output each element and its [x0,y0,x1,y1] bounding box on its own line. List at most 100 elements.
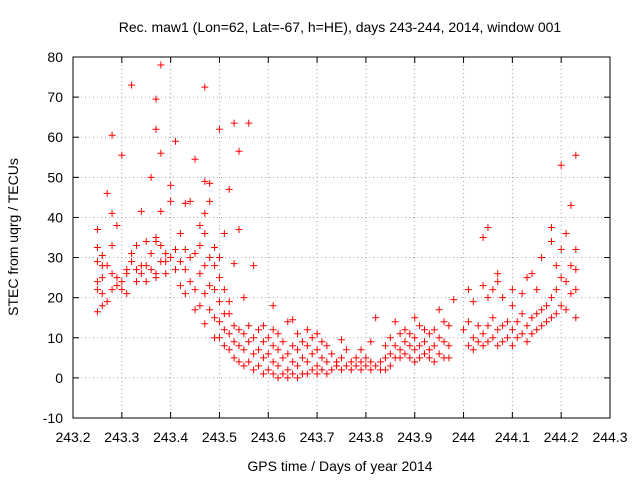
x-tick-label: 244.3 [592,429,627,445]
x-tick-label: 243.8 [348,429,383,445]
data-point [186,278,194,286]
data-point [176,282,184,290]
data-point [313,346,321,354]
data-point [401,326,409,334]
data-point [543,302,551,310]
data-point [479,234,487,241]
data-point [552,310,560,318]
data-point [284,366,292,374]
data-point [157,149,165,157]
data-point [494,278,502,286]
data-point [338,336,345,344]
x-tick-label: 243.9 [397,429,432,445]
data-point [420,326,428,334]
data-point [464,318,472,326]
data-point [98,302,106,310]
data-point [250,334,258,342]
x-tick-label: 243.5 [202,429,237,445]
data-point [181,290,189,298]
data-point [274,362,282,370]
data-point [391,342,399,350]
x-tick-label: 243.3 [104,429,139,445]
data-point [523,322,531,330]
data-point [538,306,546,314]
data-point [259,370,267,378]
data-point [211,286,219,294]
data-point [215,334,223,342]
data-point [435,350,443,358]
x-tick-label: 244 [452,429,476,445]
data-point [220,229,228,237]
data-point [352,354,360,362]
data-point [186,197,194,205]
data-point [440,318,448,326]
data-point [269,370,277,378]
data-point [567,262,575,270]
data-point [484,223,492,231]
data-point [93,308,101,316]
data-point [269,342,277,350]
data-point [386,350,394,358]
data-point [162,250,170,258]
data-point [435,306,443,314]
data-point [206,254,214,262]
data-point [240,294,248,302]
data-point [152,234,160,241]
data-point [215,274,223,282]
data-point [137,207,145,215]
data-point [367,366,375,374]
data-point [430,326,438,334]
data-point [352,362,360,370]
data-point [557,274,565,282]
data-point [489,314,497,322]
y-tick-label: -10 [43,410,63,426]
data-point [289,342,297,350]
data-point [157,207,165,215]
data-point [250,262,258,270]
data-point [333,358,341,366]
data-point [411,334,419,342]
data-point [508,326,516,334]
data-point [484,322,492,330]
data-point [547,294,555,302]
data-point [362,354,370,362]
data-point [318,354,326,362]
data-point [167,254,175,262]
data-point [284,374,292,382]
data-point [147,173,155,181]
data-point [562,306,570,314]
data-point [464,342,472,350]
data-point [533,326,541,334]
data-point [479,342,487,350]
data-point [557,302,565,310]
data-point [533,286,541,294]
data-point [435,334,443,342]
data-point [518,330,526,338]
data-point [474,338,482,346]
data-point [386,334,394,342]
data-point [416,342,424,350]
data-point [460,326,468,334]
data-point [425,354,433,362]
data-points [93,61,580,382]
data-point [152,274,160,282]
data-point [225,310,233,318]
data-point [347,366,355,374]
data-point [469,298,477,306]
data-point [528,330,536,338]
y-tick-label: 0 [55,370,63,386]
data-point [128,81,136,89]
data-point [259,354,267,362]
data-point [264,366,272,374]
data-point [572,286,580,294]
data-point [235,147,243,155]
data-point [201,320,209,328]
data-point [128,258,136,266]
data-point [108,270,116,278]
data-point [338,354,345,362]
data-point [450,296,458,304]
data-point [201,290,209,298]
data-point [289,370,297,378]
data-point [132,242,140,250]
